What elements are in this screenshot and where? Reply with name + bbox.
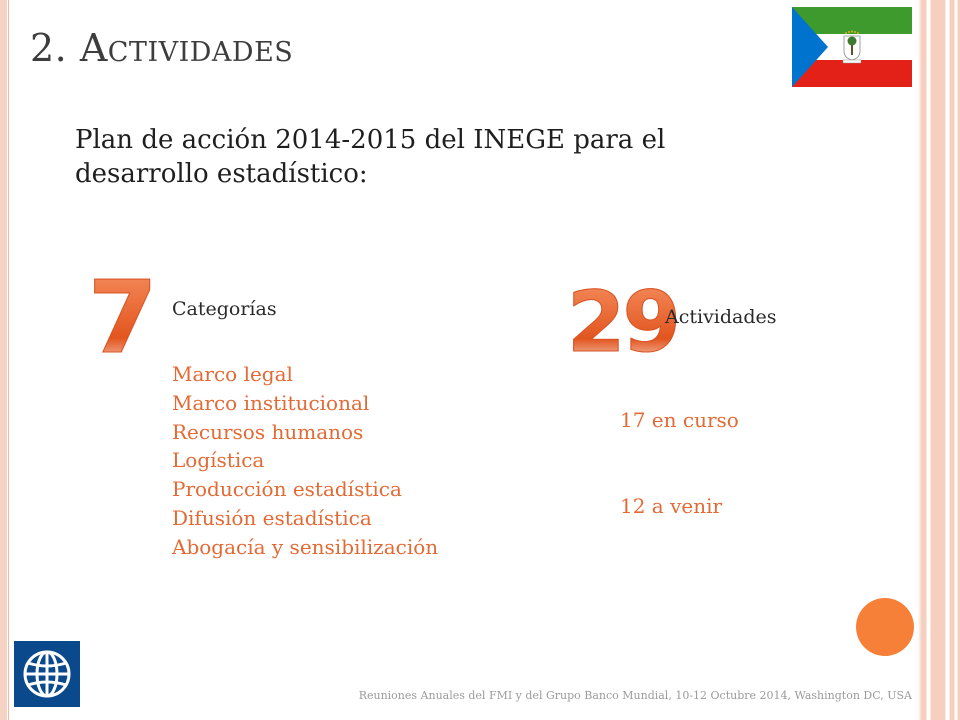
category-item: Marco legal	[172, 362, 293, 386]
category-item: Producción estadística	[172, 477, 402, 502]
activities-label: Actividades	[665, 306, 777, 328]
categories-count: 7	[88, 259, 159, 376]
activity-upcoming: 12 a venir	[620, 494, 723, 518]
activities-count: 29	[567, 273, 682, 371]
activity-in-progress: 17 en curso	[620, 408, 739, 432]
categories-label: Categorías	[172, 298, 277, 320]
category-item: Marco institucional	[172, 390, 370, 415]
category-item: Difusión estadística	[172, 505, 372, 530]
world-bank-logo-icon	[14, 641, 80, 707]
categories-list: Marco legal Marco institucional Recursos…	[172, 360, 438, 562]
right-border-stripes	[918, 0, 960, 720]
category-item: Abogacía y sensibilización	[172, 534, 439, 559]
intro-text: Plan de acción 2014-2015 del INEGE para …	[75, 125, 666, 189]
left-border-line	[8, 0, 9, 720]
category-item: Logística	[172, 448, 265, 473]
footer-text: Reuniones Anuales del FMI y del Grupo Ba…	[358, 689, 912, 702]
category-item: Recursos humanos	[172, 419, 364, 444]
left-border-stripe	[0, 0, 7, 720]
slide-title: 2. Actividades	[30, 26, 294, 70]
equatorial-guinea-flag-icon	[792, 7, 912, 87]
orange-circle	[856, 598, 914, 656]
